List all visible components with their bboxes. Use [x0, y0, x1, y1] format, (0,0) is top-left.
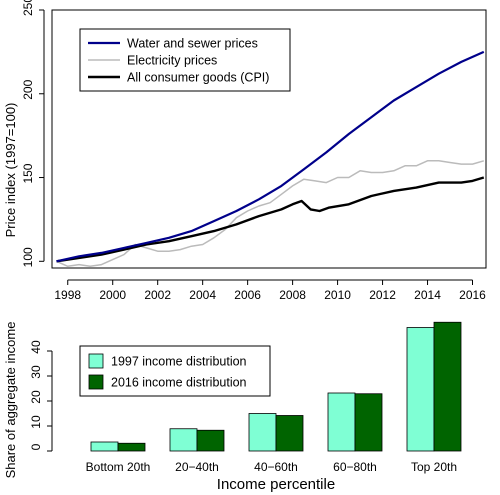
- year-x-tick-label: 2012: [369, 288, 396, 302]
- percentile-x-axis-label: Income percentile: [217, 476, 335, 493]
- price-legend: Water and sewer prices Electricity prices…: [79, 28, 291, 92]
- income-legend: 1997 income distribution 2016 income dist…: [79, 345, 271, 397]
- price-plot-frame: [51, 9, 487, 269]
- share-y-tick-label: 40: [29, 340, 43, 354]
- year-x-tick-label: 1998: [54, 288, 81, 302]
- year-x-tick-label: 2002: [144, 288, 171, 302]
- income-plot-area: [90, 321, 462, 452]
- year-x-axis: 1998 2000 2002 2004 2006 2008 2010 2012 2014 2016: [54, 279, 486, 302]
- year-x-tick-label: 2014: [414, 288, 441, 302]
- year-x-tick-label: 2008: [279, 288, 306, 302]
- series-line-1: [56, 160, 485, 268]
- bar-0-0: [90, 441, 119, 452]
- bar-0-2: [248, 413, 277, 452]
- income-legend-swatch-1: [88, 374, 104, 390]
- bar-1-3: [354, 393, 383, 452]
- share-y-axis: 0 10 20 30 40: [29, 340, 53, 452]
- percentile-label: Top 20th: [411, 460, 457, 474]
- bar-1-2: [275, 415, 304, 452]
- bar-0-4: [406, 327, 435, 452]
- year-x-tick-label: 2010: [324, 288, 351, 302]
- income-legend-box: [79, 345, 271, 397]
- income-share-chart: 0 10 20 30 40 Bottom 20th 20−40th 40−60th 60−80…: [3, 321, 462, 493]
- percentile-x-axis: Bottom 20th 20−40th 40−60th 60−80th Top 20th: [86, 460, 457, 474]
- price-y-axis-label: Price index (1997=100): [3, 103, 18, 238]
- bar-1-1: [196, 429, 225, 452]
- year-x-tick-label: 2006: [234, 288, 261, 302]
- percentile-label: Bottom 20th: [86, 460, 151, 474]
- price-plot-area: [51, 9, 487, 269]
- series-line-0: [56, 50, 485, 263]
- income-legend-swatch-0: [88, 353, 104, 369]
- bar-0-3: [327, 392, 356, 452]
- price-y-tick-label: 150: [21, 163, 35, 183]
- share-y-tick-label: 30: [29, 365, 43, 379]
- year-x-tick-label: 2000: [99, 288, 126, 302]
- share-y-tick-label: 20: [29, 390, 43, 404]
- percentile-label: 20−40th: [175, 460, 219, 474]
- income-legend-label-0: 1997 income distribution: [111, 355, 247, 369]
- year-x-tick-label: 2016: [459, 288, 486, 302]
- legend-label-1: Electricity prices: [127, 54, 217, 68]
- bar-1-0: [117, 442, 146, 452]
- percentile-label: 40−60th: [254, 460, 298, 474]
- share-y-tick-label: 0: [29, 443, 43, 450]
- legend-label-0: Water and sewer prices: [127, 37, 258, 51]
- bar-1-4: [433, 321, 462, 452]
- share-y-tick-label: 10: [29, 415, 43, 429]
- price-y-axis: 100 150 200 250: [21, 0, 45, 267]
- income-legend-label-1: 2016 income distribution: [111, 376, 247, 390]
- series-line-2: [56, 176, 485, 263]
- legend-label-2: All consumer goods (CPI): [127, 71, 269, 85]
- percentile-label: 60−80th: [333, 460, 377, 474]
- bar-0-1: [169, 428, 198, 452]
- price-y-tick-label: 250: [21, 0, 35, 16]
- price-index-chart: 100 150 200 250 1998 2000 2002 2004 2006 2008 201…: [3, 0, 487, 302]
- price-y-tick-label: 100: [21, 247, 35, 267]
- share-y-axis-label: Share of aggregate income: [3, 322, 18, 479]
- year-x-tick-label: 2004: [189, 288, 216, 302]
- price-y-tick-label: 200: [21, 79, 35, 99]
